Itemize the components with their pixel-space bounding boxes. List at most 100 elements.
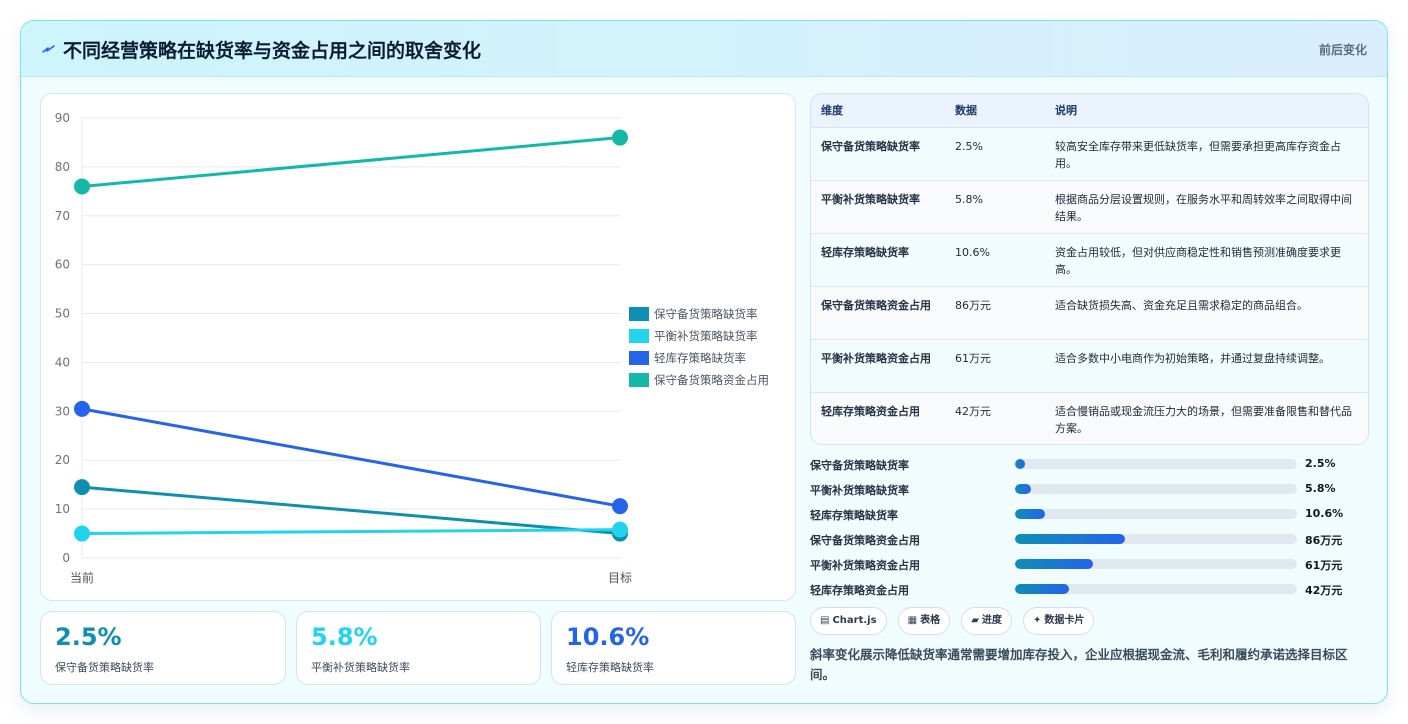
progress-fill <box>1015 534 1125 544</box>
table-row: 轻库存策略缺货率 10.6% 资金占用较低，但对供应商稳定性和销售预测准确度要求… <box>811 233 1368 286</box>
table-header-row: 维度 数据 说明 <box>811 94 1368 127</box>
progress-track <box>1015 459 1297 469</box>
stat-label: 保守备货策略缺货率 <box>55 661 154 674</box>
series-line <box>81 407 621 508</box>
data-point <box>612 521 628 538</box>
y-tick-label: 80 <box>55 160 70 174</box>
cell-value: 10.6% <box>955 245 990 259</box>
stat-value: 2.5% <box>55 623 122 651</box>
y-tick-label: 90 <box>55 111 70 125</box>
cell-value: 86万元 <box>955 298 991 312</box>
data-point <box>612 129 628 146</box>
cell-dimension: 保守备货策略缺货率 <box>821 139 920 153</box>
table-row: 保守备货策略缺货率 2.5% 较高安全库存带来更低缺货率，但需要承担更高库存资金… <box>811 127 1368 180</box>
header-tag: 前后变化 <box>1318 43 1367 57</box>
chart-icon: ▤ <box>820 615 830 626</box>
progress-track <box>1015 584 1297 594</box>
chip-progress[interactable]: ▰ 进度 <box>961 607 1012 635</box>
slope-chart-panel: 0 10 20 30 40 50 60 70 80 90 当前 目标 保守备货策略缺货率 平衡补货策略缺货… <box>40 93 796 601</box>
data-point <box>74 400 90 417</box>
progress-value: 61万元 <box>1305 559 1343 572</box>
chip-label: Chart.js <box>832 615 877 626</box>
stat-card: 2.5% 保守备货策略缺货率 <box>40 611 286 685</box>
progress-track <box>1015 509 1297 519</box>
footnote: 斜率变化展示降低缺货率通常需要增加库存投入，企业应根据现金流、毛利和履约承诺选择… <box>810 647 1348 682</box>
cell-description: 适合缺货损失高、资金充足且需求稳定的商品组合。 <box>1055 298 1308 312</box>
legend-swatch <box>629 329 649 343</box>
cell-dimension: 平衡补货策略缺货率 <box>821 192 920 206</box>
stat-card: 5.8% 平衡补货策略缺货率 <box>296 611 541 685</box>
y-tick-label: 20 <box>55 453 70 467</box>
column-header: 数据 <box>955 104 977 118</box>
chip-label: 数据卡片 <box>1044 615 1085 626</box>
cell-dimension: 保守备货策略资金占用 <box>821 298 931 312</box>
cell-value: 42万元 <box>955 404 991 418</box>
cell-description: 适合多数中小电商作为初始策略，并通过复盘持续调整。 <box>1055 351 1330 365</box>
progress-row: 平衡补货策略缺货率 5.8% <box>810 480 1369 505</box>
legend-label: 轻库存策略缺货率 <box>654 351 746 365</box>
cell-value: 61万元 <box>955 351 991 365</box>
tag-chips: ▤ Chart.js ▦ 表格 ▰ 进度 ✦ 数据卡片 <box>810 607 1100 635</box>
progress-label: 平衡补货策略资金占用 <box>810 559 920 572</box>
cell-description: 资金占用较低，但对供应商稳定性和销售预测准确度要求更高。 <box>1055 245 1341 276</box>
chip-chartjs[interactable]: ▤ Chart.js <box>810 607 887 635</box>
y-tick-label: 50 <box>55 307 70 321</box>
progress-row: 平衡补货策略资金占用 61万元 <box>810 555 1369 580</box>
cell-dimension: 轻库存策略缺货率 <box>821 245 909 259</box>
cell-dimension: 平衡补货策略资金占用 <box>821 351 931 365</box>
y-tick-label: 40 <box>55 355 70 369</box>
stat-label: 平衡补货策略缺货率 <box>311 661 410 674</box>
progress-fill <box>1015 459 1025 469</box>
legend-swatch <box>629 351 649 365</box>
y-tick-label: 30 <box>55 404 70 418</box>
progress-value: 2.5% <box>1305 457 1336 470</box>
chip-label: 进度 <box>981 615 1002 626</box>
table-icon: ▦ <box>907 615 918 626</box>
legend-swatch <box>629 373 649 387</box>
progress-label: 平衡补货策略缺货率 <box>810 484 909 497</box>
cell-value: 2.5% <box>955 139 983 153</box>
cell-description: 适合慢销品或现金流压力大的场景，但需要准备限售和替代品方案。 <box>1055 404 1352 435</box>
data-table: 维度 数据 说明 保守备货策略缺货率 2.5% 较高安全库存带来更低缺货率，但需… <box>811 94 1368 444</box>
progress-row: 轻库存策略缺货率 10.6% <box>810 505 1369 530</box>
table-row: 平衡补货策略资金占用 61万元 适合多数中小电商作为初始策略，并通过复盘持续调整… <box>811 339 1368 392</box>
series-line <box>81 528 621 536</box>
data-point <box>74 479 90 496</box>
x-tick-label: 目标 <box>608 571 632 585</box>
card-header: 不同经营策略在缺货率与资金占用之间的取舍变化 前后变化 <box>21 21 1387 77</box>
column-header: 维度 <box>821 104 843 118</box>
chip-data-card[interactable]: ✦ 数据卡片 <box>1023 607 1095 635</box>
pulse-icon <box>42 45 55 53</box>
y-tick-label: 10 <box>55 502 70 516</box>
stat-card: 10.6% 轻库存策略缺货率 <box>551 611 796 685</box>
cell-value: 5.8% <box>955 192 983 206</box>
table-row: 平衡补货策略缺货率 5.8% 根据商品分层设置规则，在服务水平和周转效率之间取得… <box>811 180 1368 233</box>
progress-value: 86万元 <box>1305 534 1343 547</box>
column-header: 说明 <box>1055 104 1077 118</box>
data-point <box>74 178 90 195</box>
progress-icon: ▰ <box>971 615 979 626</box>
data-point <box>612 498 628 515</box>
progress-label: 保守备货策略缺货率 <box>810 459 909 472</box>
chip-label: 表格 <box>920 615 941 626</box>
progress-value: 42万元 <box>1305 584 1343 597</box>
series-line <box>81 136 621 188</box>
cell-dimension: 轻库存策略资金占用 <box>821 404 920 418</box>
series-line <box>81 485 621 536</box>
stat-value: 5.8% <box>311 623 378 651</box>
page-title: 不同经营策略在缺货率与资金占用之间的取舍变化 <box>63 40 482 62</box>
stat-label: 轻库存策略缺货率 <box>566 661 654 674</box>
progress-label: 轻库存策略资金占用 <box>810 584 909 597</box>
data-table-wrap: 维度 数据 说明 保守备货策略缺货率 2.5% 较高安全库存带来更低缺货率，但需… <box>810 93 1369 445</box>
progress-row: 保守备货策略资金占用 86万元 <box>810 530 1369 555</box>
progress-fill <box>1015 484 1032 494</box>
slope-chart: 0 10 20 30 40 50 60 70 80 90 当前 目标 保守备货策略缺货率平衡补货策略缺货… <box>55 111 769 585</box>
progress-value: 5.8% <box>1305 482 1336 495</box>
progress-row: 轻库存策略资金占用 42万元 <box>810 580 1369 605</box>
chip-table[interactable]: ▦ 表格 <box>897 607 951 635</box>
y-tick-label: 60 <box>55 258 70 272</box>
table-row: 轻库存策略资金占用 42万元 适合慢销品或现金流压力大的场景，但需要准备限售和替… <box>811 392 1368 444</box>
cell-description: 较高安全库存带来更低缺货率，但需要承担更高库存资金占用。 <box>1055 139 1341 170</box>
stat-value: 10.6% <box>566 623 650 651</box>
legend-label: 平衡补货策略缺货率 <box>654 329 758 343</box>
